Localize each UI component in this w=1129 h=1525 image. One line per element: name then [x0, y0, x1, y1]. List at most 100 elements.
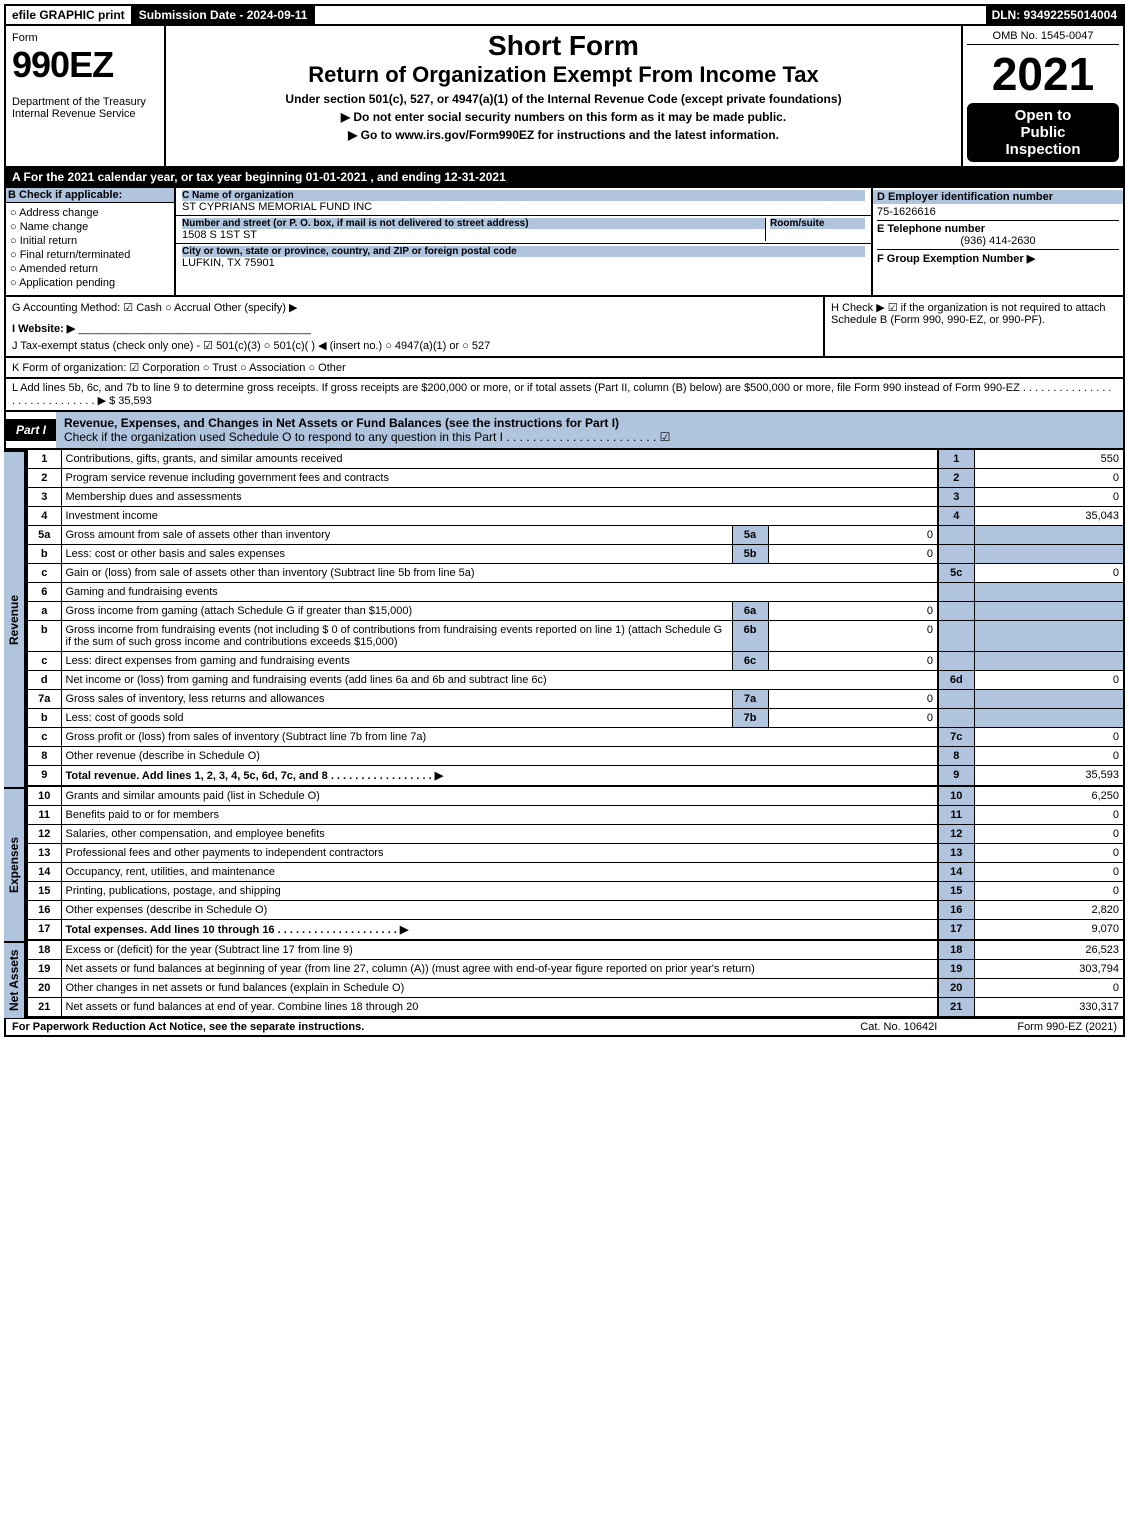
line-6b-valshade	[974, 621, 1124, 652]
box-b-header: B Check if applicable:	[6, 188, 174, 203]
line-5a-no: 5a	[27, 526, 61, 545]
line-5b-desc: Less: cost or other basis and sales expe…	[61, 545, 732, 564]
line-7a-subno: 7a	[732, 690, 768, 709]
line-18-no: 18	[27, 941, 61, 960]
expenses-section: Expenses 10 Grants and similar amounts p…	[4, 787, 1125, 941]
line-15-desc: Printing, publications, postage, and shi…	[61, 882, 938, 901]
line-3: 3 Membership dues and assessments 3 0	[27, 488, 1124, 507]
line-2-desc: Program service revenue including govern…	[61, 469, 938, 488]
line-21-rtno: 21	[938, 998, 974, 1018]
line-8-rtno: 8	[938, 747, 974, 766]
line-2-val: 0	[974, 469, 1124, 488]
line-7a-desc: Gross sales of inventory, less returns a…	[61, 690, 732, 709]
line-10: 10 Grants and similar amounts paid (list…	[27, 787, 1124, 806]
line-7b-subval: 0	[768, 709, 938, 728]
line-21-val: 330,317	[974, 998, 1124, 1018]
dept-treasury: Department of the Treasury	[12, 96, 158, 108]
line-13-rtno: 13	[938, 844, 974, 863]
line-7c-val: 0	[974, 728, 1124, 747]
line-6b-desc: Gross income from fundraising events (no…	[61, 621, 732, 652]
line-6-valshade	[974, 583, 1124, 602]
line-6a-no: a	[27, 602, 61, 621]
line-8-no: 8	[27, 747, 61, 766]
line-11-rtno: 11	[938, 806, 974, 825]
line-7b-rtshade	[938, 709, 974, 728]
net-assets-label: Net Assets	[4, 941, 26, 1018]
chk-amended-return[interactable]: Amended return	[10, 263, 170, 275]
line-6a: a Gross income from gaming (attach Sched…	[27, 602, 1124, 621]
org-street: 1508 S 1ST ST	[182, 229, 765, 241]
line-1-val: 550	[974, 450, 1124, 469]
line-20-no: 20	[27, 979, 61, 998]
line-5a-rtshade	[938, 526, 974, 545]
line-2: 2 Program service revenue including gove…	[27, 469, 1124, 488]
line-5a-desc: Gross amount from sale of assets other t…	[61, 526, 732, 545]
line-15-val: 0	[974, 882, 1124, 901]
line-3-rtno: 3	[938, 488, 974, 507]
line-5c-val: 0	[974, 564, 1124, 583]
line-21-desc: Net assets or fund balances at end of ye…	[61, 998, 938, 1018]
line-6-no: 6	[27, 583, 61, 602]
line-8: 8 Other revenue (describe in Schedule O)…	[27, 747, 1124, 766]
line-15: 15 Printing, publications, postage, and …	[27, 882, 1124, 901]
line-7c: c Gross profit or (loss) from sales of i…	[27, 728, 1124, 747]
title-subtitle: Under section 501(c), 527, or 4947(a)(1)…	[170, 92, 957, 106]
box-d-hdr: D Employer identification number	[873, 190, 1123, 204]
chk-final-return[interactable]: Final return/terminated	[10, 249, 170, 261]
line-5b-rtshade	[938, 545, 974, 564]
line-6b-subval: 0	[768, 621, 938, 652]
line-10-desc: Grants and similar amounts paid (list in…	[61, 787, 938, 806]
line-6-desc: Gaming and fundraising events	[61, 583, 938, 602]
line-4-val: 35,043	[974, 507, 1124, 526]
line-7a-valshade	[974, 690, 1124, 709]
omb-number: OMB No. 1545-0047	[967, 30, 1119, 45]
org-city: LUFKIN, TX 75901	[182, 257, 865, 269]
line-12: 12 Salaries, other compensation, and emp…	[27, 825, 1124, 844]
net-assets-table: 18 Excess or (deficit) for the year (Sub…	[26, 941, 1125, 1018]
line-14-desc: Occupancy, rent, utilities, and maintena…	[61, 863, 938, 882]
header-note-link[interactable]: ▶ Go to www.irs.gov/Form990EZ for instru…	[170, 128, 957, 142]
revenue-section: Revenue 1 Contributions, gifts, grants, …	[4, 450, 1125, 787]
form-number: 990EZ	[12, 44, 158, 86]
chk-initial-return[interactable]: Initial return	[10, 235, 170, 247]
line-16-desc: Other expenses (describe in Schedule O)	[61, 901, 938, 920]
line-6c-valshade	[974, 652, 1124, 671]
line-6d: d Net income or (loss) from gaming and f…	[27, 671, 1124, 690]
line-7a-subval: 0	[768, 690, 938, 709]
line-2-rtno: 2	[938, 469, 974, 488]
line-6-rtshade	[938, 583, 974, 602]
line-16: 16 Other expenses (describe in Schedule …	[27, 901, 1124, 920]
line-21-no: 21	[27, 998, 61, 1018]
line-6c-subval: 0	[768, 652, 938, 671]
line-19-no: 19	[27, 960, 61, 979]
expenses-label: Expenses	[4, 787, 26, 941]
line-5a-valshade	[974, 526, 1124, 545]
box-f-hdr: F Group Exemption Number ▶	[877, 252, 1119, 265]
line-9: 9 Total revenue. Add lines 1, 2, 3, 4, 5…	[27, 766, 1124, 787]
line-5b-subval: 0	[768, 545, 938, 564]
open-to-public-box: Open to Public Inspection	[967, 103, 1119, 162]
line-15-no: 15	[27, 882, 61, 901]
line-13-no: 13	[27, 844, 61, 863]
chk-name-change[interactable]: Name change	[10, 221, 170, 233]
efile-print-cell[interactable]: efile GRAPHIC print	[6, 6, 133, 24]
open-line-3: Inspection	[971, 141, 1115, 158]
line-6a-valshade	[974, 602, 1124, 621]
box-c: C Name of organization ST CYPRIANS MEMOR…	[176, 188, 873, 295]
chk-address-change[interactable]: Address change	[10, 207, 170, 219]
ein-value: 75-1626616	[877, 206, 1119, 218]
line-7c-rtno: 7c	[938, 728, 974, 747]
line-9-val: 35,593	[974, 766, 1124, 787]
box-c-city-hdr: City or town, state or province, country…	[182, 246, 865, 257]
line-14-val: 0	[974, 863, 1124, 882]
box-c-room-hdr: Room/suite	[770, 218, 865, 229]
chk-application-pending[interactable]: Application pending	[10, 277, 170, 289]
line-6b-no: b	[27, 621, 61, 652]
part-1-title: Revenue, Expenses, and Changes in Net As…	[56, 412, 1123, 448]
part-1-check-note: Check if the organization used Schedule …	[64, 430, 670, 444]
line-12-val: 0	[974, 825, 1124, 844]
line-6c-subno: 6c	[732, 652, 768, 671]
line-17-no: 17	[27, 920, 61, 941]
line-9-rtno: 9	[938, 766, 974, 787]
row-j-tax-exempt: J Tax-exempt status (check only one) - ☑…	[12, 339, 817, 352]
